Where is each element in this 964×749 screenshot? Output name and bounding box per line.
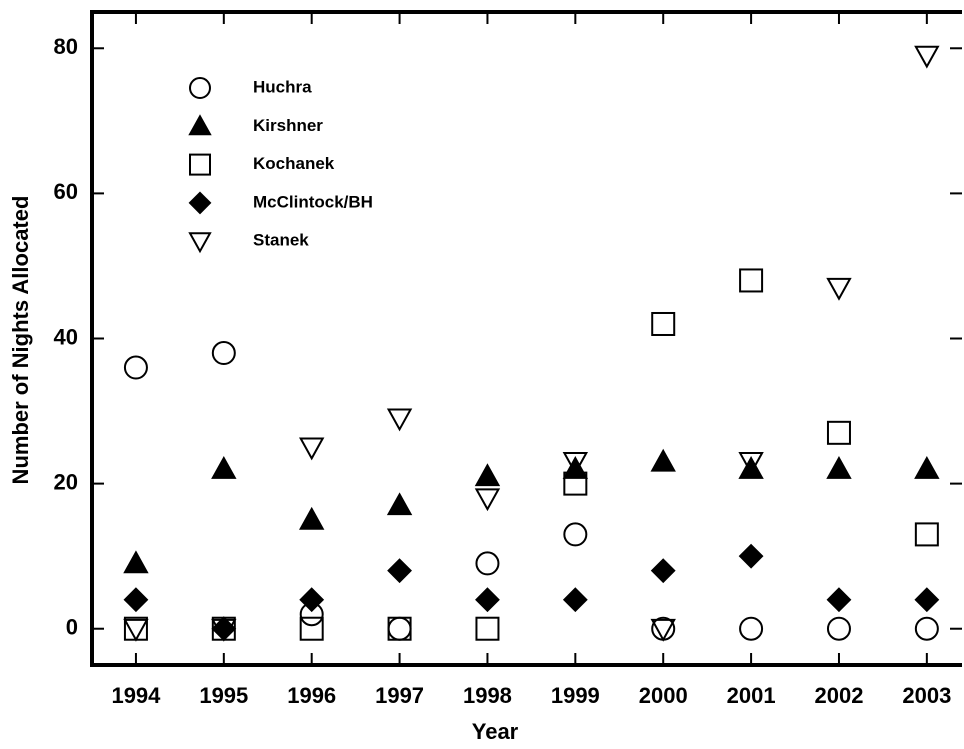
legend-label: Huchra <box>253 77 312 96</box>
point <box>386 408 413 432</box>
point <box>826 456 852 479</box>
point <box>826 587 852 613</box>
point <box>651 311 676 336</box>
point <box>474 463 501 487</box>
x-tick-label: 2002 <box>814 683 863 708</box>
x-tick-label: 1998 <box>463 683 512 708</box>
point <box>739 268 764 293</box>
point <box>826 616 851 641</box>
point <box>298 506 325 530</box>
point <box>562 452 589 475</box>
point <box>387 616 412 641</box>
y-tick-label: 0 <box>66 615 78 640</box>
point <box>650 558 676 584</box>
point <box>826 277 852 301</box>
x-tick-label: 1999 <box>551 683 600 708</box>
y-tick-label: 40 <box>54 324 78 349</box>
point <box>475 551 500 576</box>
point <box>123 616 148 641</box>
axis-frame <box>90 10 962 667</box>
point <box>914 522 939 547</box>
point <box>299 616 324 641</box>
x-tick-label: 2003 <box>902 683 951 708</box>
legend-marker <box>189 77 211 99</box>
x-axis-label: Year <box>472 719 519 744</box>
point <box>650 448 676 472</box>
legend-marker <box>188 114 212 136</box>
point <box>914 616 939 641</box>
point <box>914 45 940 69</box>
point <box>474 488 501 512</box>
point <box>914 587 940 613</box>
x-tick-label: 1995 <box>199 683 248 708</box>
point <box>211 456 237 479</box>
point <box>386 492 413 516</box>
point <box>123 355 148 380</box>
legend-marker <box>188 232 212 254</box>
point <box>211 616 237 642</box>
point <box>123 618 149 642</box>
y-tick-label: 60 <box>54 179 78 204</box>
legend-label: Kochanek <box>253 154 335 173</box>
x-tick-label: 2000 <box>639 683 688 708</box>
point <box>475 616 500 641</box>
point <box>211 341 236 366</box>
legend-marker <box>189 153 211 176</box>
point <box>826 420 851 445</box>
y-tick-label: 80 <box>54 34 78 59</box>
point <box>387 558 412 584</box>
x-tick-label: 1997 <box>375 683 424 708</box>
point <box>562 587 588 613</box>
point <box>299 587 325 613</box>
legend-label: Stanek <box>253 231 309 250</box>
point <box>738 456 764 479</box>
point <box>387 616 412 641</box>
y-axis-label: Number of Nights Allocated <box>8 196 33 485</box>
x-tick-label: 1994 <box>111 683 161 708</box>
point <box>739 616 764 641</box>
y-tick-label: 20 <box>54 469 78 494</box>
point <box>738 452 764 475</box>
point <box>298 437 325 461</box>
point <box>211 618 237 642</box>
point <box>650 618 676 642</box>
x-tick-label: 1996 <box>287 683 336 708</box>
x-tick-label: 2001 <box>727 683 776 708</box>
point <box>123 550 149 574</box>
point <box>123 587 149 613</box>
legend-label: McClintock/BH <box>253 192 373 211</box>
point <box>651 616 676 641</box>
point <box>475 587 500 613</box>
point <box>738 543 764 569</box>
point <box>914 456 940 479</box>
legend-marker <box>188 191 212 215</box>
legend-label: Kirshner <box>253 116 323 135</box>
point <box>562 456 589 479</box>
point <box>563 522 588 547</box>
